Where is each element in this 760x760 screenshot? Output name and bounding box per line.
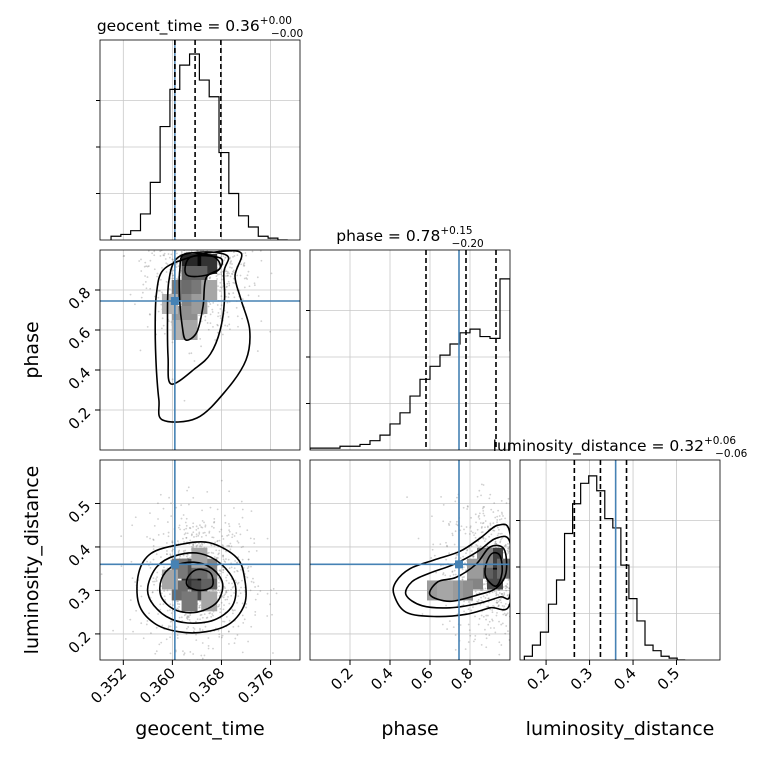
density-cell xyxy=(181,320,198,340)
x-tick-label: 0.5 xyxy=(654,664,684,694)
x-tick-label: 0.360 xyxy=(136,664,179,707)
hist-panel-luminosity_distance xyxy=(516,459,721,661)
contour-level-4 xyxy=(184,254,224,278)
contour-level-1 xyxy=(154,250,251,423)
y-tick-label: 0.6 xyxy=(65,324,95,354)
x-tick-label: 0.4 xyxy=(610,664,640,694)
y-axis-label-phase: phase xyxy=(21,321,43,378)
y-tick-label: 0.2 xyxy=(65,404,95,434)
y-tick-label: 0.2 xyxy=(65,628,95,658)
panel-frame xyxy=(309,249,511,451)
x-tick-label: 0.2 xyxy=(523,664,553,694)
contour-level-1 xyxy=(392,523,510,618)
truth-marker xyxy=(455,560,463,569)
hist-panel-geocent_time xyxy=(96,39,301,241)
density-cell xyxy=(437,580,453,601)
hist-title-geocent_time: geocent_time = 0.36+0.00 −0.00 xyxy=(97,15,303,40)
panel-frame xyxy=(309,459,511,661)
x-tick-label: 0.352 xyxy=(87,664,130,707)
hist-title-phase: phase = 0.78+0.15 −0.20 xyxy=(336,225,484,250)
x-axis-label-phase: phase xyxy=(381,718,438,740)
contour-level-2 xyxy=(146,552,237,624)
y-tick-label: 0.4 xyxy=(65,364,95,394)
scatter-panel-geocent_time-phase xyxy=(99,249,301,451)
scatter-panel-phase-luminosity_distance xyxy=(309,459,511,661)
truth-marker xyxy=(170,560,179,569)
x-tick-label: 0.8 xyxy=(447,664,477,694)
contour-level-2 xyxy=(404,535,510,609)
histogram-steps xyxy=(310,278,510,450)
x-axis-label-geocent_time: geocent_time xyxy=(135,718,264,740)
hist-panel-phase xyxy=(306,249,511,451)
y-tick-label: 0.8 xyxy=(65,284,95,314)
panel-frame xyxy=(99,39,301,241)
scatter-panel-geocent_time-luminosity_distance xyxy=(99,459,301,661)
contour-level-3 xyxy=(158,561,224,614)
histogram-steps xyxy=(523,475,686,660)
panel-frame xyxy=(99,459,301,661)
histogram-steps xyxy=(110,53,288,240)
density-cell xyxy=(161,569,178,590)
y-axis-label-luminosity_distance: luminosity_distance xyxy=(21,466,43,655)
y-tick-label: 0.3 xyxy=(65,584,95,614)
x-tick-label: 0.6 xyxy=(407,664,437,694)
panel-frame xyxy=(519,459,721,661)
panel-frame xyxy=(99,249,301,451)
contour-level-4 xyxy=(185,568,214,592)
x-tick-label: 0.376 xyxy=(234,664,277,707)
contour-level-2 xyxy=(166,251,230,385)
x-tick-label: 0.368 xyxy=(185,664,228,707)
y-tick-label: 0.4 xyxy=(65,541,95,571)
x-tick-label: 0.2 xyxy=(327,664,357,694)
hist-title-luminosity_distance: luminosity_distance = 0.32+0.06 −0.06 xyxy=(493,435,748,460)
truth-marker xyxy=(170,297,179,305)
x-tick-label: 0.3 xyxy=(567,664,597,694)
x-tick-label: 0.4 xyxy=(367,664,397,694)
contour-level-1 xyxy=(136,540,247,634)
density-cell xyxy=(181,591,198,612)
y-tick-label: 0.5 xyxy=(65,497,95,527)
contour-level-3 xyxy=(428,544,508,603)
x-axis-label-luminosity_distance: luminosity_distance xyxy=(526,718,715,740)
